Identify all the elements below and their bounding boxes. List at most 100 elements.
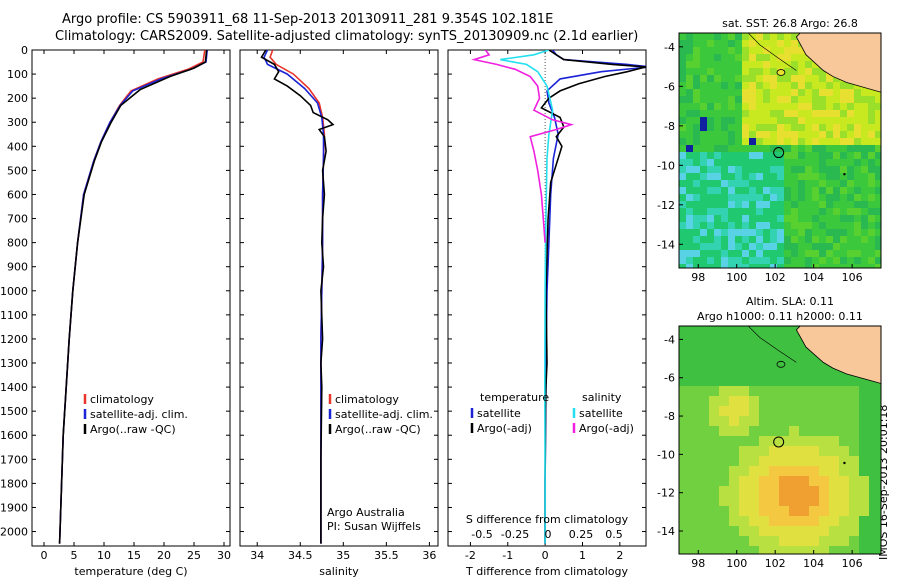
map-sst-cell	[784, 187, 792, 195]
map-sst-cell	[777, 173, 785, 181]
map-sla-cell	[849, 436, 860, 447]
map-sst-cell	[749, 222, 757, 230]
map-sst-cell	[679, 75, 687, 83]
map-sst-cell	[707, 243, 715, 251]
map-sst-cell	[819, 173, 827, 181]
map-sst-cell	[714, 194, 722, 202]
map-sst-cell	[770, 215, 778, 223]
map-sla-cell	[759, 436, 770, 447]
map-sla-cell	[759, 366, 770, 377]
map-sst-cell	[875, 110, 881, 118]
map-sst-cell	[679, 180, 687, 188]
map-sst-cell	[791, 145, 799, 153]
map-sst-cell	[826, 96, 834, 104]
map-sst-cell	[798, 96, 806, 104]
map-sst-cell	[777, 159, 785, 167]
map-sst-ytick-label: -14	[657, 238, 675, 251]
depth-tick-label: 100	[7, 68, 28, 81]
map-sla-cell	[809, 426, 820, 437]
map-sst-cell	[714, 47, 722, 55]
map-sla-cell	[749, 376, 760, 387]
sal-xtick-label: 34	[250, 549, 264, 562]
map-sla-cell	[709, 346, 720, 357]
map-sla-cell	[839, 456, 850, 467]
map-sla-cell	[749, 446, 760, 457]
map-sst-cell	[770, 173, 778, 181]
map-sla-cell	[869, 466, 880, 477]
map-sla-cell	[689, 496, 700, 507]
map-sst-cell	[721, 215, 729, 223]
map-sla-cell	[699, 546, 710, 554]
map-sla-cell	[849, 396, 860, 407]
map-sst-cell	[686, 96, 694, 104]
map-sst-cell	[770, 166, 778, 174]
map-sst-cell	[805, 75, 813, 83]
map-sst-cell	[784, 103, 792, 111]
map-sla-cell	[819, 386, 830, 397]
map-sst-cell	[756, 75, 764, 83]
map-sst-cell	[812, 250, 820, 258]
map-sst-cell	[840, 201, 848, 209]
map-sla-cell	[749, 406, 760, 417]
map-sla-cell	[829, 496, 840, 507]
map-sla-cell	[749, 336, 760, 347]
map-sst-cell	[700, 131, 708, 139]
map-sst-cell	[756, 180, 764, 188]
map-sla-cell	[819, 456, 830, 467]
map-sst-cell	[721, 173, 729, 181]
map-sst-cell	[735, 243, 743, 251]
map-sst-cell	[721, 89, 729, 97]
map-sst-cell	[679, 159, 687, 167]
map-sst-cell	[868, 131, 876, 139]
map-sst-cell	[763, 194, 771, 202]
map-sst-cell	[679, 40, 687, 48]
map-sst-cell	[756, 243, 764, 251]
map-sla-cell	[819, 536, 830, 547]
map-sla-cell	[779, 406, 790, 417]
map-sst-cell	[805, 264, 813, 268]
map-sst-cell	[735, 208, 743, 216]
map-sst-cell	[833, 131, 841, 139]
map-sla-cell	[729, 396, 740, 407]
map-sst-cell	[812, 117, 820, 125]
map-sla-cell	[739, 436, 750, 447]
depth-tick-label: 500	[7, 164, 28, 177]
map-sla-cell	[799, 406, 810, 417]
map-sst-cell	[707, 250, 715, 258]
map-sla-cell	[769, 496, 780, 507]
map-sst-cell	[728, 54, 736, 62]
map-sst-cell	[812, 131, 820, 139]
map-sst-cell	[749, 110, 757, 118]
map-sst-cell	[805, 103, 813, 111]
map-sst-cell	[840, 131, 848, 139]
map-sst-cell	[861, 110, 869, 118]
map-sst-cell	[714, 201, 722, 209]
map-sst-cell	[784, 222, 792, 230]
map-sst-cell	[742, 173, 750, 181]
map-sla-cell	[839, 546, 850, 554]
map-sst-cell	[742, 222, 750, 230]
map-sst-cell	[693, 187, 701, 195]
map-sla-cell	[769, 526, 780, 537]
map-sst-cell	[847, 229, 855, 237]
map-sst-cell	[707, 257, 715, 265]
map-sla-cell	[689, 466, 700, 477]
map-sst-cell	[826, 180, 834, 188]
map-sst-cell	[756, 54, 764, 62]
map-sst-cell	[777, 229, 785, 237]
map-sst-cell	[728, 124, 736, 132]
map-sst-cell	[868, 215, 876, 223]
map-sla-cell	[859, 436, 870, 447]
map-sst-cell	[812, 82, 820, 90]
map-sla-cell	[779, 546, 790, 554]
map-sla-cell	[719, 406, 730, 417]
map-sst-cell	[728, 229, 736, 237]
map-sst-cell	[854, 96, 862, 104]
map-sla-subtitle: Argo h1000: 0.11 h2000: 0.11	[697, 310, 863, 323]
map-sst-cell	[721, 236, 729, 244]
map-sst-cell	[777, 145, 785, 153]
sal-legend-entry: satellite-adj. clim.	[335, 408, 433, 421]
map-sla-field	[679, 326, 881, 554]
map-sst-cell	[679, 131, 687, 139]
map-sst-cell	[854, 103, 862, 111]
